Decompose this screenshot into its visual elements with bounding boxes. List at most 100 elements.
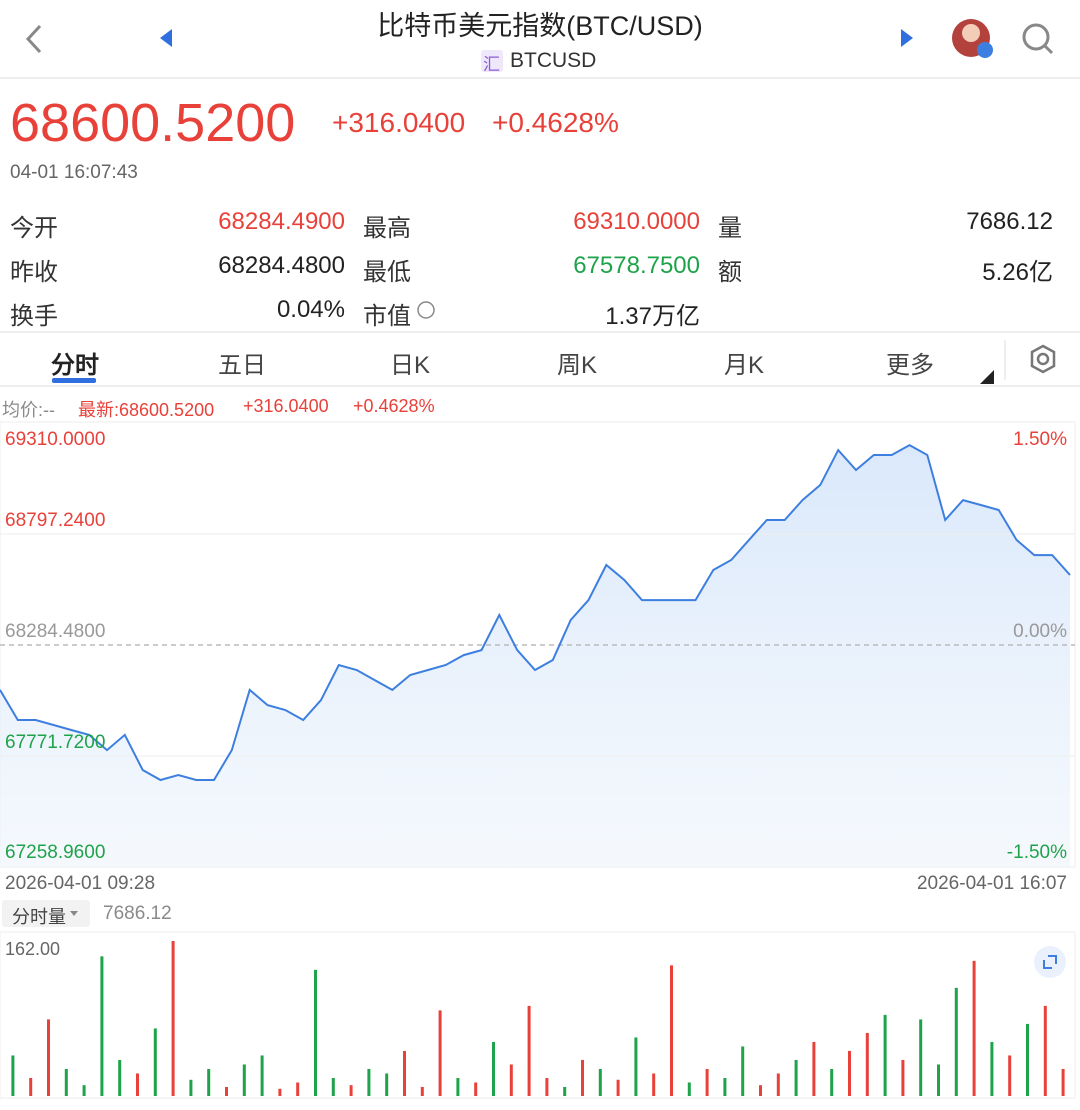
stat-label: 额 [718, 259, 742, 286]
y-tick-label: 68797.2400 [5, 510, 105, 531]
search-button[interactable] [1022, 23, 1050, 51]
volume-frame [0, 931, 1076, 1099]
settings-button[interactable] [1030, 344, 1056, 374]
y2-tick-label: -1.50% [1007, 842, 1067, 863]
change: +316.0400 [332, 107, 466, 138]
volume-bar [47, 1019, 50, 1096]
y-tick-label: 67258.9600 [5, 842, 105, 863]
volume-bar [794, 1059, 798, 1096]
tab[interactable]: 月K [723, 352, 764, 379]
stat-label: 最高 [363, 215, 411, 242]
volume-bar [189, 1079, 193, 1096]
stat-label: 市值 [363, 303, 411, 330]
volume-bar [634, 1037, 638, 1096]
stat-label: 今开 [10, 215, 58, 242]
volume-bar [314, 969, 317, 1096]
volume-bar [616, 1079, 620, 1096]
y2-tick-label: 1.50% [1013, 429, 1067, 450]
avg-price: 均价:-- [2, 400, 55, 420]
volume-selector[interactable] [2, 900, 90, 927]
volume-bar [883, 1014, 887, 1096]
tab-underline [52, 378, 96, 383]
volume-bar [687, 1082, 691, 1096]
badge: 汇 [483, 55, 500, 74]
volume-bar [937, 1064, 940, 1096]
volume-bar [296, 1082, 300, 1096]
stat-value: 68284.4800 [218, 252, 345, 279]
expand-icon [1043, 960, 1052, 969]
tab[interactable]: 日K [389, 352, 430, 379]
volume-bar [1043, 1005, 1047, 1096]
stat-value: 1.37万亿 [605, 303, 700, 330]
stat-value: 67578.7500 [573, 252, 700, 279]
volume-bar [954, 987, 958, 1096]
volume-bar [225, 1086, 228, 1096]
volume-bar [901, 1059, 905, 1096]
price-line [0, 443, 1071, 782]
volume-bar [652, 1073, 656, 1096]
volume-bar [830, 1068, 834, 1096]
volume-bar [545, 1077, 549, 1096]
stat-label: 昨收 [10, 259, 58, 286]
tab[interactable]: 周K [556, 352, 597, 379]
expand-icon [1048, 955, 1057, 964]
volume-bar [82, 1085, 86, 1096]
volume-bar [171, 941, 175, 1096]
stat-label: 量 [718, 215, 742, 242]
volume-bar [848, 1050, 851, 1096]
volume-bar [385, 1073, 389, 1096]
volume-bar [1026, 1023, 1029, 1096]
latest-change: +316.0400 [243, 396, 329, 416]
volume-bar [64, 1068, 68, 1096]
volume-bar [527, 1005, 531, 1096]
volume-bar [349, 1085, 353, 1096]
area-fill [0, 445, 1070, 867]
volume-bar [581, 1059, 584, 1096]
search-handle [1043, 44, 1054, 55]
y-tick-label: 69310.0000 [5, 429, 105, 450]
prev-button[interactable] [160, 29, 172, 47]
tab[interactable]: 五日 [218, 352, 266, 379]
volume-bar [456, 1077, 460, 1096]
volume-bar [242, 1064, 246, 1096]
volume-bar [100, 956, 104, 1096]
volume-bar [260, 1055, 264, 1096]
latest-change-pct: +0.4628% [353, 396, 435, 416]
dropdown-caret [70, 911, 78, 916]
y-tick-label: 67771.7200 [5, 732, 105, 753]
info-icon[interactable] [417, 301, 435, 319]
y-tick-label: 162.00 [5, 939, 60, 959]
stat-label: 换手 [10, 303, 58, 330]
y-tick-label: 68284.4800 [5, 621, 105, 642]
badge-bg [481, 50, 503, 72]
title: 比特币美元指数(BTC/USD) [377, 11, 703, 41]
volume-bar [420, 1086, 424, 1096]
stat-value: 69310.0000 [573, 208, 700, 235]
symbol: BTCUSD [510, 49, 597, 72]
volume-bar [29, 1077, 33, 1096]
volume-bar [723, 1077, 727, 1096]
volume-bar [136, 1073, 139, 1096]
more-corner [980, 370, 994, 384]
volume-bar [759, 1085, 762, 1096]
volume-bar [776, 1073, 780, 1096]
price: 68600.5200 [10, 93, 296, 153]
volume-bar [11, 1055, 15, 1096]
expand-button[interactable] [1034, 946, 1066, 978]
volume-bar [741, 1046, 745, 1096]
x-axis-end: 2026-04-01 16:07 [917, 873, 1067, 894]
volume-bar [598, 1068, 602, 1096]
tab[interactable]: 分时 [51, 352, 99, 379]
volume-title[interactable]: 分时量 [12, 907, 66, 927]
next-button[interactable] [901, 29, 913, 47]
volume-bar [118, 1059, 122, 1096]
back-button[interactable] [25, 24, 42, 54]
tab[interactable]: 更多 [886, 352, 934, 379]
volume-bar [367, 1068, 371, 1096]
volume-bar [509, 1064, 513, 1096]
stat-value: 7686.12 [966, 208, 1053, 235]
volume-bar [812, 1041, 816, 1096]
volume-bar [865, 1032, 869, 1096]
stat-value: 68284.4900 [218, 208, 345, 235]
